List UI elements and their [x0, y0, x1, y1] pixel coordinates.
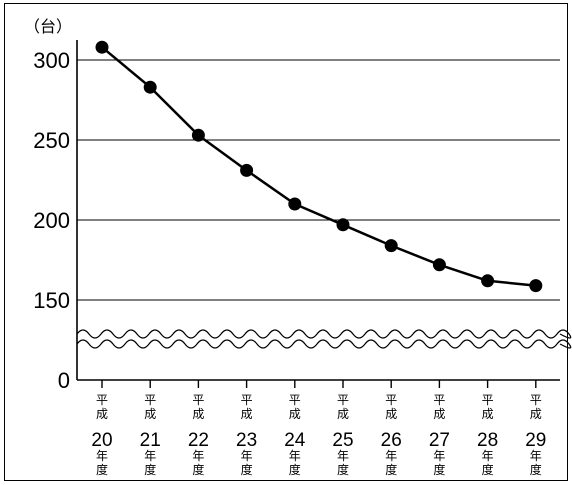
- x-label-number: 28: [477, 430, 498, 451]
- x-label-number: 21: [140, 430, 161, 451]
- data-point: [288, 197, 302, 211]
- x-label-number: 22: [188, 430, 209, 451]
- data-point: [143, 80, 157, 94]
- x-label-era-char: 平: [433, 393, 445, 407]
- axis-break-wave-top: [76, 329, 572, 339]
- x-label-era-char: 平: [482, 393, 494, 407]
- x-label-era-char: 平: [241, 393, 253, 407]
- x-label-suffix-char: 度: [192, 462, 204, 477]
- x-label-era-char: 平: [192, 393, 204, 407]
- y-tick-label: 0: [58, 368, 70, 393]
- data-point: [384, 239, 398, 253]
- x-label-suffix-char: 度: [337, 462, 349, 477]
- x-label-suffix-char: 度: [385, 462, 397, 477]
- x-label-era-char: 成: [482, 407, 494, 421]
- x-label-suffix-char: 年: [96, 449, 108, 463]
- chart-frame: [4, 3, 568, 481]
- data-point: [191, 128, 205, 142]
- x-label-suffix-char: 度: [482, 462, 494, 477]
- x-label-number: 26: [381, 430, 402, 451]
- y-tick-label: 200: [33, 208, 70, 233]
- x-label-suffix-char: 年: [144, 449, 156, 463]
- x-label-era-char: 平: [289, 393, 301, 407]
- data-point: [432, 258, 446, 272]
- x-label-era-char: 成: [192, 407, 204, 421]
- series-polyline: [101, 46, 536, 287]
- data-point: [95, 40, 109, 54]
- y-axis-unit-label: （台）: [24, 17, 72, 36]
- x-label-number: 20: [91, 430, 112, 451]
- x-label-suffix-char: 度: [96, 462, 108, 477]
- y-tick-label: 300: [33, 48, 70, 73]
- x-label-suffix-char: 年: [289, 449, 301, 463]
- x-label-era-char: 平: [144, 393, 156, 407]
- data-point: [529, 279, 543, 293]
- axes: [76, 40, 560, 388]
- x-label-suffix-char: 度: [433, 462, 445, 477]
- x-label-suffix-char: 度: [144, 462, 156, 477]
- x-label-era-char: 成: [385, 407, 397, 421]
- series-points: [95, 40, 543, 293]
- x-label-suffix-char: 度: [241, 462, 253, 477]
- x-label-suffix-char: 年: [482, 449, 494, 463]
- x-label-era-char: 平: [96, 393, 108, 407]
- x-label-era-char: 成: [144, 407, 156, 421]
- y-tick-labels: 300 250 200 150 0: [33, 48, 70, 393]
- x-label-suffix-char: 度: [289, 462, 301, 477]
- x-label-era-char: 平: [385, 393, 397, 407]
- x-label-number: 25: [332, 430, 353, 451]
- x-label-number: 23: [236, 430, 257, 451]
- data-point: [336, 218, 350, 232]
- x-label-era-char: 成: [96, 407, 108, 421]
- data-point: [481, 274, 495, 288]
- x-label-number: 29: [525, 430, 546, 451]
- x-label-era-char: 成: [530, 407, 542, 421]
- x-label-suffix-char: 年: [241, 449, 253, 463]
- x-label-era-char: 成: [289, 407, 301, 421]
- y-tick-label: 150: [33, 288, 70, 313]
- x-label-suffix-char: 年: [433, 449, 445, 463]
- x-tick-labels: 平成20年度平成21年度平成22年度平成23年度平成24年度平成25年度平成26…: [91, 393, 546, 477]
- x-label-number: 27: [429, 430, 450, 451]
- x-label-era-char: 成: [241, 407, 253, 421]
- x-label-era-char: 成: [433, 407, 445, 421]
- x-label-number: 24: [284, 430, 306, 451]
- axis-break: [76, 329, 572, 349]
- x-label-suffix-char: 年: [337, 449, 349, 463]
- x-label-suffix-char: 年: [530, 449, 542, 463]
- y-tick-label: 250: [33, 128, 70, 153]
- x-label-suffix-char: 年: [385, 449, 397, 463]
- x-label-era-char: 平: [530, 393, 542, 407]
- x-label-era-char: 成: [337, 407, 349, 421]
- gridlines: [77, 59, 560, 301]
- x-label-era-char: 平: [337, 393, 349, 407]
- x-label-suffix-char: 年: [192, 449, 204, 463]
- axis-break-wave-bottom: [76, 339, 572, 349]
- x-label-suffix-char: 度: [530, 462, 542, 477]
- series-line: [101, 46, 536, 287]
- data-point: [240, 163, 254, 177]
